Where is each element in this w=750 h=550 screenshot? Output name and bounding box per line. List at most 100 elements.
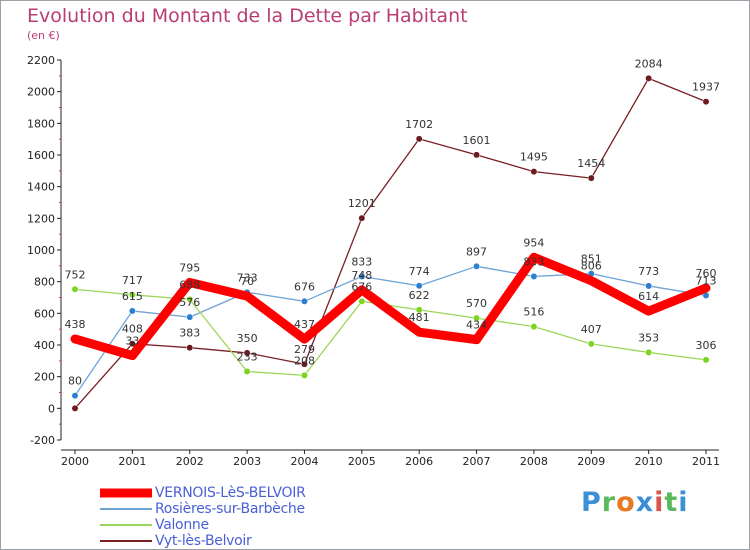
data-label: 833 [523, 255, 544, 268]
data-point [587, 174, 595, 182]
data-label: 713 [696, 274, 717, 287]
legend-swatch-rosieres [100, 508, 152, 510]
data-label: 733 [237, 271, 258, 284]
data-label: 576 [179, 296, 200, 309]
x-tick-label: 2006 [405, 455, 433, 468]
data-label: 481 [409, 311, 430, 324]
data-label: 438 [65, 318, 86, 331]
logo-letter: x [635, 487, 655, 518]
data-point [71, 392, 79, 400]
data-label: 774 [409, 265, 430, 278]
data-label: 516 [523, 306, 544, 319]
data-label: 1601 [463, 134, 491, 147]
data-point [530, 272, 538, 280]
data-label: 806 [581, 260, 602, 273]
data-label: 279 [294, 343, 315, 356]
data-label: 773 [638, 265, 659, 278]
y-tick-label: 200 [34, 371, 55, 384]
data-point [415, 282, 423, 290]
data-point [358, 297, 366, 305]
data-point [587, 340, 595, 348]
data-point [358, 272, 366, 280]
data-point [530, 323, 538, 331]
data-label: 752 [65, 268, 86, 281]
x-tick-label: 2003 [233, 455, 261, 468]
data-point [186, 313, 194, 321]
x-tick-label: 2004 [290, 455, 318, 468]
x-tick-label: 2007 [463, 455, 491, 468]
legend-label-rosieres: Rosières-sur-Barbèche [155, 501, 305, 517]
data-point [702, 98, 710, 106]
data-point [473, 151, 480, 159]
legend-swatch-valonne [100, 524, 152, 526]
y-tick-label: 2000 [27, 86, 55, 99]
series-line [74, 77, 707, 409]
data-label: 407 [581, 323, 602, 336]
series-0 [70, 252, 711, 361]
x-tick-label: 2000 [61, 455, 89, 468]
y-tick-label: 2200 [27, 54, 55, 67]
y-tick-label: 1800 [27, 117, 55, 130]
y-tick-label: 400 [34, 339, 55, 352]
x-tick-label: 2009 [577, 455, 605, 468]
y-tick-label: 1000 [27, 244, 55, 257]
logo-letter: t [664, 487, 679, 518]
logo-letter: r [601, 487, 617, 518]
data-label: 833 [351, 255, 372, 268]
x-tick-label: 2008 [520, 455, 548, 468]
data-point [243, 349, 251, 357]
data-label: 954 [523, 236, 544, 249]
data-label: 233 [237, 350, 258, 363]
data-label: 434 [466, 319, 487, 332]
data-label: 897 [466, 245, 487, 258]
data-point [415, 306, 423, 314]
y-tick-label: 1200 [27, 212, 55, 225]
x-tick-label: 2010 [635, 455, 663, 468]
x-tick-label: 2002 [176, 455, 204, 468]
data-label: 1702 [405, 118, 433, 131]
data-label: 748 [351, 269, 372, 282]
data-label: 353 [638, 331, 659, 344]
logo-letter: i [678, 487, 689, 518]
data-label: 437 [294, 318, 315, 331]
data-point [128, 340, 136, 348]
data-point [186, 295, 194, 303]
x-tick-label: 2011 [692, 455, 720, 468]
logo-letter: o [616, 487, 636, 518]
data-label: 676 [294, 280, 315, 293]
data-point [530, 168, 538, 176]
data-label: 717 [122, 274, 143, 287]
data-label: 676 [351, 280, 372, 293]
data-point [473, 262, 480, 270]
logo-letter: i [654, 487, 665, 518]
series-1 [71, 262, 710, 400]
y-tick-label: 1400 [27, 181, 55, 194]
data-label: 350 [237, 332, 258, 345]
data-point [645, 282, 653, 290]
data-point [71, 404, 79, 412]
data-label: 383 [179, 327, 200, 340]
data-point [645, 74, 653, 82]
legend-label-vernois: VERNOIS-LèS-BELVOIR [155, 485, 306, 501]
series-2 [71, 285, 710, 379]
data-point [645, 348, 653, 356]
data-label: 80 [68, 375, 82, 388]
legend-label-valonne: Valonne [155, 517, 209, 533]
data-label: 70 [240, 275, 254, 288]
chart-title: Evolution du Montant de la Dette par Hab… [27, 5, 468, 27]
data-point [71, 285, 79, 293]
data-label: 760 [696, 267, 717, 280]
data-label: 1495 [520, 151, 548, 164]
data-label: 851 [581, 253, 602, 266]
series-line [74, 265, 707, 397]
data-label: 33 [125, 335, 139, 348]
data-label: 615 [122, 290, 143, 303]
x-tick-label: 2005 [348, 455, 376, 468]
data-point [301, 297, 308, 305]
data-label: 408 [122, 323, 143, 336]
data-point [301, 360, 308, 368]
data-label: 570 [466, 297, 487, 310]
data-label: 622 [409, 289, 430, 302]
legend-label-vyt: Vyt-lès-Belvoir [155, 533, 252, 549]
data-label: 306 [696, 339, 717, 352]
